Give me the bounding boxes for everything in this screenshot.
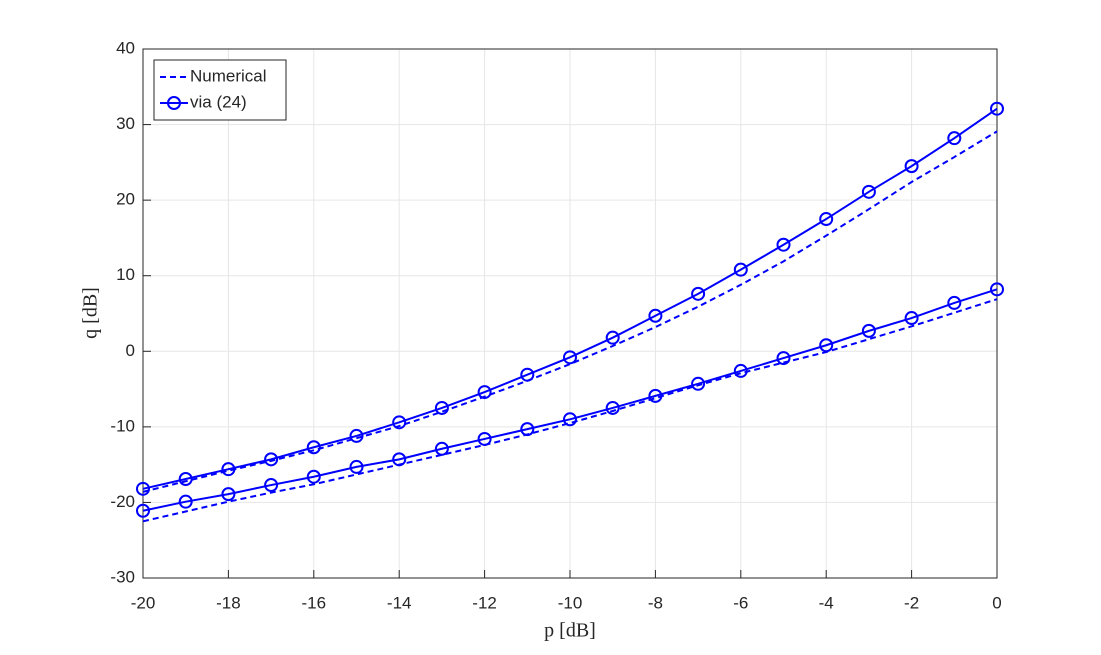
data-point: [477, 431, 492, 446]
legend-marker: [167, 96, 181, 110]
data-point: [136, 503, 150, 518]
data-point: [306, 469, 321, 484]
data-point: [776, 351, 791, 366]
data-point: [178, 494, 193, 509]
data-point: [392, 415, 407, 430]
y-tick-label: 40: [116, 38, 135, 57]
x-tick-label: -2: [904, 593, 919, 612]
y-tick-label: 30: [116, 114, 135, 133]
data-point: [221, 462, 236, 477]
data-point: [605, 400, 620, 415]
data-point: [264, 478, 279, 493]
x-tick-label: -4: [819, 593, 834, 612]
data-point: [349, 428, 364, 443]
data-point: [990, 101, 1004, 116]
data-point: [776, 237, 791, 252]
x-tick-label: -14: [387, 593, 412, 612]
data-point: [947, 295, 962, 310]
x-tick-label: -6: [733, 593, 748, 612]
data-point: [563, 350, 577, 365]
data-point: [861, 323, 876, 338]
data-point: [733, 262, 748, 277]
data-point: [990, 282, 1004, 297]
x-tick-label: -8: [648, 593, 663, 612]
y-tick-label: 0: [126, 341, 135, 360]
data-point: [178, 472, 193, 487]
data-point: [947, 131, 962, 146]
series-line: [142, 288, 998, 512]
data-point: [392, 452, 407, 467]
data-point: [733, 363, 748, 378]
series-line: [142, 107, 998, 490]
legend-label: via (24): [190, 92, 247, 111]
y-axis-label: q [dB]: [80, 287, 102, 339]
data-point: [264, 452, 279, 467]
y-tick-label: 10: [116, 265, 135, 284]
legend-label: Numerical: [190, 66, 267, 85]
x-axis-label: p [dB]: [544, 620, 596, 642]
data-point: [904, 159, 919, 174]
y-tick-label: -10: [110, 416, 135, 435]
plot-frame: [142, 48, 998, 579]
x-tick-label: -10: [558, 593, 583, 612]
data-point: [306, 440, 321, 455]
x-tick-label: -12: [472, 593, 497, 612]
data-point: [477, 385, 492, 400]
data-point: [136, 481, 150, 496]
data-point: [648, 388, 663, 403]
data-point: [648, 308, 663, 323]
data-point: [691, 286, 706, 301]
data-point: [349, 459, 364, 474]
data-point: [434, 400, 449, 415]
legend-box: [153, 59, 287, 121]
data-point: [691, 376, 706, 391]
data-point: [520, 367, 535, 382]
x-tick-label: -16: [302, 593, 327, 612]
y-tick-label: -30: [110, 567, 135, 586]
series-line: [142, 298, 998, 523]
data-point: [819, 338, 834, 353]
data-point: [434, 441, 449, 456]
data-point: [904, 311, 919, 326]
data-point: [520, 422, 535, 437]
y-tick-label: 20: [116, 190, 135, 209]
x-tick-label: -18: [216, 593, 241, 612]
data-point: [819, 212, 834, 227]
data-point: [861, 184, 876, 199]
x-tick-label: -20: [131, 593, 156, 612]
data-point: [563, 412, 577, 427]
x-tick-label: 0: [992, 593, 1001, 612]
data-point: [221, 487, 236, 502]
data-point: [605, 330, 620, 345]
y-tick-label: -20: [110, 492, 135, 511]
